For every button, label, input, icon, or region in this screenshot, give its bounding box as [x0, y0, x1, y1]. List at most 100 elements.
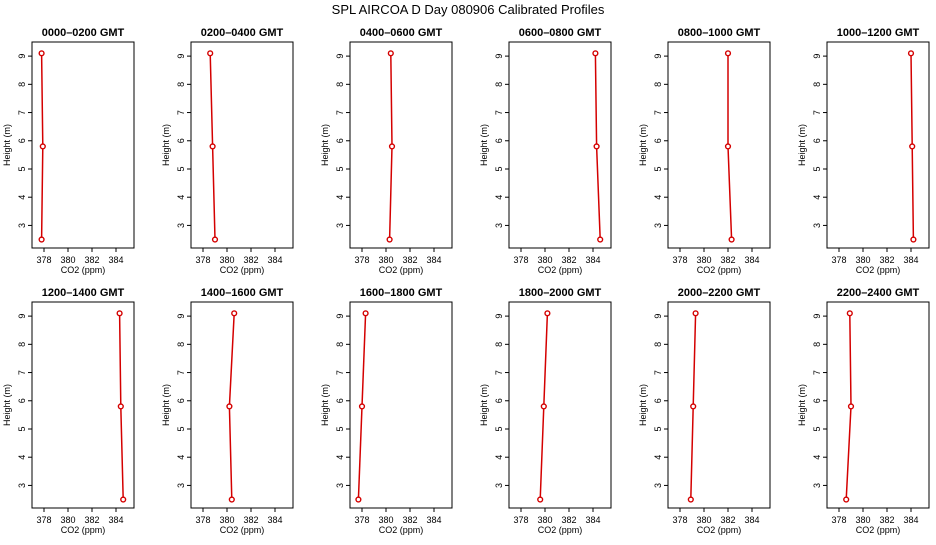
panel-title: 1800–2000 GMT	[519, 287, 602, 299]
y-tick-label: 4	[653, 455, 663, 460]
x-tick-label: 384	[267, 515, 282, 525]
x-tick-label: 382	[402, 515, 417, 525]
x-tick-label: 382	[84, 515, 99, 525]
x-axis-label: CO2 (ppm)	[538, 265, 583, 275]
panel-title: 1600–1800 GMT	[360, 287, 443, 299]
x-axis-label: CO2 (ppm)	[220, 265, 265, 275]
x-tick-label: 382	[720, 255, 735, 265]
y-tick-label: 6	[176, 138, 186, 143]
x-tick-label: 382	[720, 515, 735, 525]
panel-6: 1000–1200 GMT 378 380 382 384 3 4 5 6 7 8 9 CO2 (ppm…	[797, 27, 930, 275]
data-point	[211, 236, 219, 243]
y-tick-label: 7	[812, 370, 822, 375]
x-tick-label: 382	[243, 255, 258, 265]
panel-7: 1200–1400 GMT 378 380 382 384 3 4 5 6 7 8 9 CO2 (ppm…	[2, 287, 135, 535]
data-point	[38, 50, 45, 57]
x-tick-label: 378	[354, 515, 369, 525]
y-axis-label: Height (m)	[320, 124, 330, 166]
data-point	[910, 236, 917, 243]
y-tick-label: 4	[812, 455, 822, 460]
y-tick-label: 3	[812, 483, 822, 488]
data-point	[38, 236, 45, 243]
y-tick-label: 8	[335, 82, 345, 87]
y-tick-label: 6	[653, 138, 663, 143]
y-tick-label: 9	[17, 54, 27, 59]
y-tick-label: 8	[812, 82, 822, 87]
x-axis-label: CO2 (ppm)	[220, 525, 265, 535]
plot-frame	[667, 41, 771, 249]
panel-10: 1800–2000 GMT 378 380 382 384 3 4 5 6 7 8 9 CO2 (ppm…	[479, 287, 612, 535]
y-tick-label: 8	[17, 342, 27, 347]
y-tick-label: 8	[176, 82, 186, 87]
y-tick-label: 6	[494, 138, 504, 143]
y-tick-label: 5	[335, 426, 345, 431]
x-tick-label: 378	[513, 255, 528, 265]
panel-title: 2200–2400 GMT	[837, 287, 920, 299]
y-tick-label: 5	[653, 166, 663, 171]
plot-frame	[826, 41, 930, 249]
x-tick-label: 380	[378, 255, 393, 265]
y-tick-label: 6	[812, 138, 822, 143]
panel-title: 0200–0400 GMT	[201, 27, 284, 39]
y-axis-label: Height (m)	[797, 384, 807, 426]
y-tick-label: 7	[494, 370, 504, 375]
data-point	[540, 403, 547, 410]
x-tick-label: 382	[84, 255, 99, 265]
y-tick-label: 9	[812, 314, 822, 319]
panel-11: 2000–2200 GMT 378 380 382 384 3 4 5 6 7 8 9 CO2 (ppm…	[638, 287, 771, 535]
x-axis-label: CO2 (ppm)	[538, 525, 583, 535]
y-axis-label: Height (m)	[320, 384, 330, 426]
y-tick-label: 6	[335, 138, 345, 143]
data-point	[907, 50, 915, 57]
y-tick-label: 5	[176, 426, 186, 431]
y-tick-label: 5	[335, 166, 345, 171]
x-tick-label: 384	[744, 255, 759, 265]
data-point	[209, 143, 216, 150]
panel-3: 0400–0600 GMT 378 380 382 384 3 4 5 6 7 8 9 CO2 (ppm…	[320, 27, 453, 275]
y-tick-label: 8	[494, 342, 504, 347]
x-tick-label: 384	[426, 515, 441, 525]
y-tick-label: 5	[812, 426, 822, 431]
x-tick-label: 380	[537, 515, 552, 525]
data-point	[597, 236, 604, 243]
data-point	[116, 310, 123, 317]
data-point	[593, 143, 600, 150]
y-tick-label: 3	[812, 223, 822, 228]
x-tick-label: 384	[267, 255, 282, 265]
x-tick-label: 380	[537, 255, 552, 265]
y-axis-label: Height (m)	[2, 124, 12, 166]
plot-frame	[826, 301, 930, 509]
y-tick-label: 3	[176, 483, 186, 488]
y-tick-label: 3	[494, 223, 504, 228]
plot-frame	[349, 41, 453, 249]
y-tick-label: 9	[653, 314, 663, 319]
data-point	[728, 236, 735, 243]
y-tick-label: 4	[17, 195, 27, 200]
y-tick-label: 5	[17, 166, 27, 171]
panel-title: 0400–0600 GMT	[360, 27, 443, 39]
y-tick-label: 7	[176, 370, 186, 375]
y-axis-label: Height (m)	[479, 384, 489, 426]
x-axis-label: CO2 (ppm)	[697, 525, 742, 535]
x-tick-label: 384	[744, 515, 759, 525]
data-point	[387, 50, 394, 57]
y-tick-label: 9	[494, 314, 504, 319]
data-point	[909, 143, 916, 150]
y-tick-label: 8	[494, 82, 504, 87]
x-tick-label: 380	[855, 255, 870, 265]
y-tick-label: 5	[494, 426, 504, 431]
data-point	[847, 403, 855, 410]
y-tick-label: 8	[812, 342, 822, 347]
y-tick-label: 7	[335, 110, 345, 115]
y-tick-label: 9	[494, 54, 504, 59]
x-tick-label: 382	[561, 255, 576, 265]
y-tick-label: 8	[653, 342, 663, 347]
y-tick-label: 8	[17, 82, 27, 87]
x-tick-label: 378	[36, 255, 51, 265]
y-tick-label: 6	[335, 398, 345, 403]
plot-frame	[349, 301, 453, 509]
y-tick-label: 9	[176, 54, 186, 59]
x-tick-label: 380	[855, 515, 870, 525]
data-point	[846, 310, 853, 317]
